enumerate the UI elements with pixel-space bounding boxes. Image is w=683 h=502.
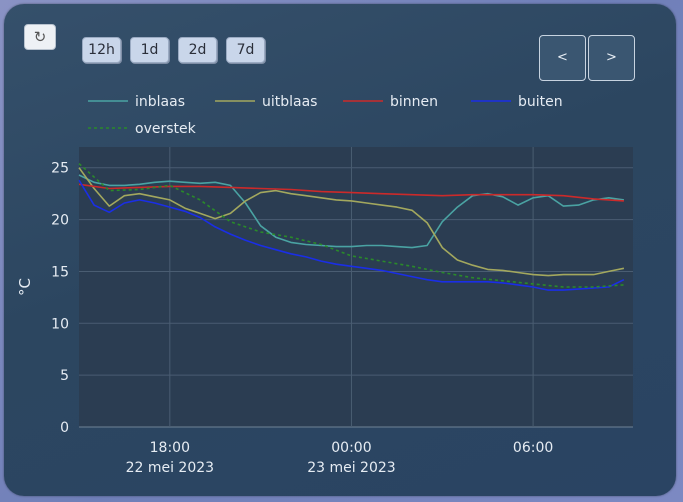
y-axis-label: °C [16,278,34,296]
plot-area [79,147,633,427]
axis-ticks: 0 5 10 15 20 25 18:00 22 mei 2023 00:00 23 mei 20… [51,161,553,476]
range-1d-button[interactable]: 1d [130,37,169,63]
y-tick-label: 20 [51,213,69,229]
x-tick-label: 18:00 [150,440,190,456]
legend-label-binnen: binnen [390,94,438,110]
y-tick-label: 0 [60,420,69,436]
legend-label-inblaas: inblaas [135,94,185,110]
x-tick-label: 00:00 [331,440,371,456]
refresh-icon[interactable]: ↻ [24,24,56,50]
grid [79,147,633,428]
series-line-inblaas [78,174,625,249]
legend-label-overstek: overstek [135,121,197,137]
next-button[interactable]: > [588,35,635,81]
y-tick-label: 25 [51,161,69,177]
x-tick-date-label: 22 mei 2023 [126,460,214,476]
legend-label-uitblaas: uitblaas [262,94,317,110]
series-line-buiten [78,179,625,291]
y-tick-label: 15 [51,264,69,280]
series-line-binnen [78,183,624,202]
legend-label-buiten: buiten [518,94,563,110]
y-tick-label: 5 [60,368,69,384]
y-tick-label: 10 [51,316,69,332]
range-2d-button[interactable]: 2d [178,37,217,63]
series-line-overstek [78,163,624,288]
series-line-uitblaas [78,167,625,277]
x-tick-date-label: 23 mei 2023 [307,460,395,476]
legend: inblaas uitblaas binnen buiten overstek [88,94,563,137]
previous-button[interactable]: < [539,35,586,81]
range-7d-button[interactable]: 7d [226,37,265,63]
series-lines [78,163,625,291]
x-tick-label: 06:00 [513,440,553,456]
range-12h-button[interactable]: 12h [82,37,121,63]
